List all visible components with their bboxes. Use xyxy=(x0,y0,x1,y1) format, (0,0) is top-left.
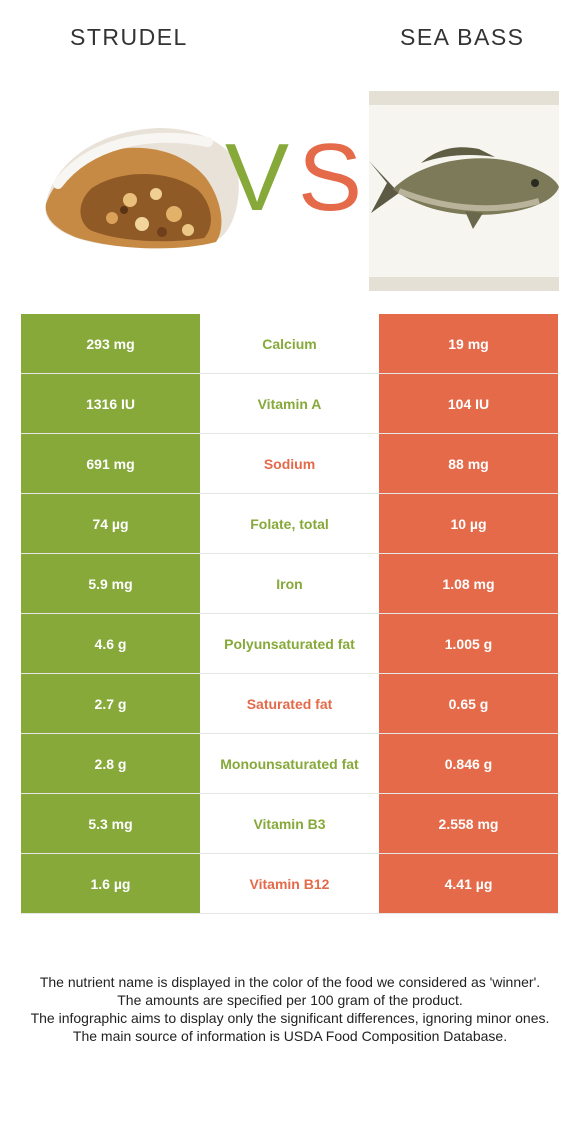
row-divider xyxy=(21,433,558,434)
row-divider xyxy=(21,853,558,854)
row-divider xyxy=(21,793,558,794)
row-divider xyxy=(21,613,558,614)
nutrient-row: 74 µg Folate, total 10 µg xyxy=(21,494,558,554)
left-value: 2.8 g xyxy=(21,734,200,793)
nutrient-name: Saturated fat xyxy=(200,674,379,733)
nutrient-row: 5.3 mg Vitamin B3 2.558 mg xyxy=(21,794,558,854)
vs-letter-s: S xyxy=(298,124,363,231)
strudel-image xyxy=(45,128,239,249)
nutrient-name: Iron xyxy=(200,554,379,613)
nutrient-row: 1316 IU Vitamin A 104 IU xyxy=(21,374,558,434)
right-value: 88 mg xyxy=(379,434,558,493)
nutrient-row: 691 mg Sodium 88 mg xyxy=(21,434,558,494)
row-divider xyxy=(21,373,558,374)
nutrient-name: Vitamin B12 xyxy=(200,854,379,913)
nutrient-row: 5.9 mg Iron 1.08 mg xyxy=(21,554,558,614)
left-value: 691 mg xyxy=(21,434,200,493)
nutrient-row: 293 mg Calcium 19 mg xyxy=(21,314,558,374)
left-value: 5.3 mg xyxy=(21,794,200,853)
right-value: 1.005 g xyxy=(379,614,558,673)
footer-note-significance: The infographic aims to display only the… xyxy=(30,1010,550,1026)
nutrient-name: Sodium xyxy=(200,434,379,493)
row-divider xyxy=(21,673,558,674)
nutrient-row: 2.7 g Saturated fat 0.65 g xyxy=(21,674,558,734)
nutrient-row: 1.6 µg Vitamin B12 4.41 µg xyxy=(21,854,558,914)
footer-note-amounts: The amounts are specified per 100 gram o… xyxy=(117,992,463,1008)
sea-bass-fish-image xyxy=(369,91,559,291)
nutrient-name: Polyunsaturated fat xyxy=(200,614,379,673)
nutrient-row: 2.8 g Monounsaturated fat 0.846 g xyxy=(21,734,558,794)
right-value: 19 mg xyxy=(379,314,558,373)
right-value: 0.846 g xyxy=(379,734,558,793)
left-value: 293 mg xyxy=(21,314,200,373)
left-value: 74 µg xyxy=(21,494,200,553)
left-value: 4.6 g xyxy=(21,614,200,673)
right-value: 2.558 mg xyxy=(379,794,558,853)
right-value: 104 IU xyxy=(379,374,558,433)
nutrient-name: Vitamin B3 xyxy=(200,794,379,853)
left-value: 2.7 g xyxy=(21,674,200,733)
vs-letter-v: V xyxy=(225,124,290,231)
left-value: 1316 IU xyxy=(21,374,200,433)
right-value: 1.08 mg xyxy=(379,554,558,613)
footer-note-winner: The nutrient name is displayed in the co… xyxy=(39,974,541,990)
right-food-title: SEA BASS xyxy=(400,24,525,50)
row-divider xyxy=(21,493,558,494)
footer-notes: The nutrient name is displayed in the co… xyxy=(14,973,566,1045)
right-value: 4.41 µg xyxy=(379,854,558,913)
nutrient-name: Vitamin A xyxy=(200,374,379,433)
footer-note-source: The main source of information is USDA F… xyxy=(72,1028,508,1044)
left-food-title: STRUDEL xyxy=(70,24,188,50)
right-value: 0.65 g xyxy=(379,674,558,733)
left-value: 1.6 µg xyxy=(21,854,200,913)
right-value: 10 µg xyxy=(379,494,558,553)
row-divider xyxy=(21,733,558,734)
nutrient-row: 4.6 g Polyunsaturated fat 1.005 g xyxy=(21,614,558,674)
nutrient-name: Monounsaturated fat xyxy=(200,734,379,793)
left-value: 5.9 mg xyxy=(21,554,200,613)
nutrient-name: Folate, total xyxy=(200,494,379,553)
row-divider xyxy=(21,553,558,554)
row-divider xyxy=(21,913,558,914)
nutrient-name: Calcium xyxy=(200,314,379,373)
